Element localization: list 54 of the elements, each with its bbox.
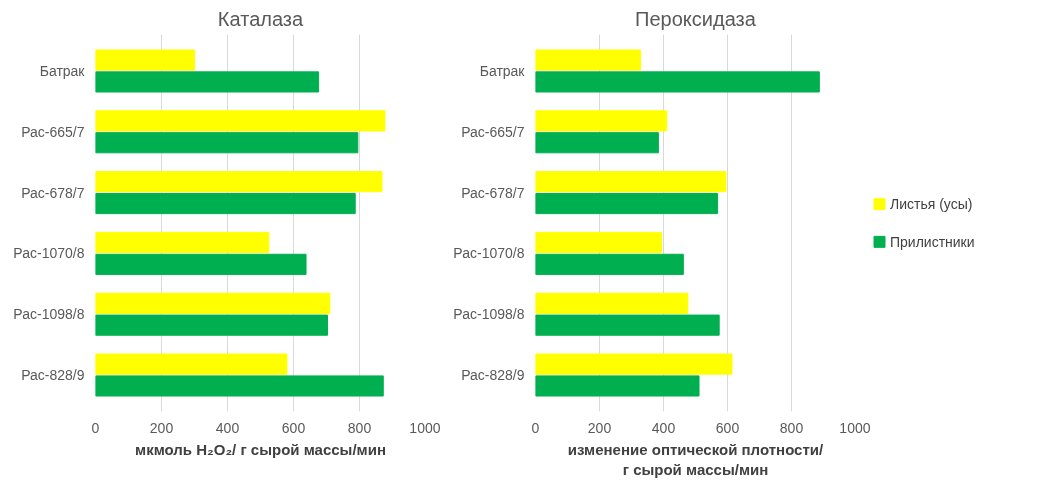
x-tick-label: 600 [281,419,306,436]
bar [95,110,386,132]
x-tick-label: 800 [347,419,372,436]
x-tick-label: 1000 [839,419,871,436]
bar [535,192,719,215]
bar [535,231,663,254]
y-tick-label: Рас-828/9 [21,367,85,384]
bar [95,253,307,275]
bar [95,171,383,193]
y-tick-label: Батрак [479,62,526,79]
bar [535,171,727,193]
y-tick-label: Рас-678/7 [21,184,85,201]
x-tick-label: 200 [587,419,612,436]
y-tick-label: Рас-1098/8 [453,306,525,323]
y-tick-label: Батрак [39,62,86,79]
y-tick-label: Рас-1098/8 [13,306,85,323]
x-axis-title: изменение оптической плотности/ г сырой массы/мин [567,440,825,478]
bar [95,314,328,336]
y-tick-label: Рас-665/7 [21,123,85,140]
bar [535,110,668,132]
x-tick-label: 0 [531,419,540,436]
bar [95,132,359,154]
y-tick-label: Рас-665/7 [461,123,525,140]
bar [95,375,384,397]
y-tick-label: Рас-828/9 [461,367,525,384]
bar [535,375,700,397]
bar [95,49,195,71]
chart-title: Пероксидаза [635,7,757,30]
x-tick-label: 0 [91,419,100,436]
x-axis-title: мкмоль H₂O₂/ г сырой массы/мин [135,440,386,458]
bar [95,231,270,254]
bar [535,253,684,275]
x-tick-label: 800 [779,419,804,436]
x-tick-label: 1000 [409,419,441,436]
bar [535,132,659,154]
y-tick-label: Рас-1070/8 [13,245,85,262]
bar [95,71,320,93]
y-tick-label: Рас-1070/8 [453,245,525,262]
bar [535,314,720,336]
x-tick-label: 400 [651,419,676,436]
bar [535,49,641,71]
legend-label: Листья (усы) [890,196,973,213]
y-tick-label: Рас-678/7 [461,184,525,201]
legend-label: Прилистники [890,233,975,250]
bar [95,292,331,314]
bar [535,353,733,375]
chart-title: Каталаза [217,7,304,30]
x-tick-label: 400 [215,419,240,436]
bar [95,192,356,215]
bar [535,292,689,314]
bar [95,353,288,375]
x-tick-label: 600 [715,419,740,436]
bar [535,71,820,93]
x-tick-label: 200 [149,419,174,436]
